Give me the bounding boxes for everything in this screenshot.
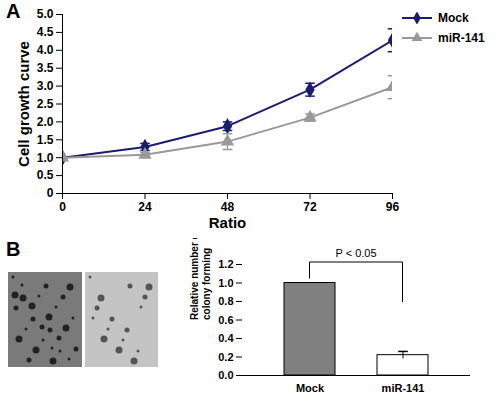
svg-text:0.8: 0.8 <box>218 295 233 307</box>
svg-text:1.2: 1.2 <box>218 258 233 270</box>
html-text:B: B <box>6 238 21 260</box>
svg-text:Cell growth curve: Cell growth curve <box>15 41 32 167</box>
svg-text:miR-141: miR-141 <box>382 382 425 394</box>
svg-text:1.0: 1.0 <box>218 277 233 289</box>
svg-text:24: 24 <box>138 200 152 214</box>
svg-text:0: 0 <box>59 200 66 214</box>
svg-text:Mock: Mock <box>296 382 325 394</box>
svg-text:4.5: 4.5 <box>37 25 54 39</box>
svg-text:3.5: 3.5 <box>37 61 54 75</box>
svg-text:0.0: 0.0 <box>218 369 233 381</box>
svg-text:3.0: 3.0 <box>37 79 54 93</box>
html-text:miR-141: miR-141 <box>438 31 485 45</box>
html-text:A: A <box>6 0 21 22</box>
svg-text:0.5: 0.5 <box>37 168 54 182</box>
svg-text:1.5: 1.5 <box>37 133 54 147</box>
html-text:Mock: Mock <box>438 11 469 25</box>
svg-text:1.0: 1.0 <box>37 151 54 165</box>
svg-text:96: 96 <box>386 200 400 214</box>
svg-text:Relative number of thecolony f: Relative number of thecolony forming <box>189 238 212 320</box>
svg-text:0.6: 0.6 <box>218 314 233 326</box>
svg-text:0.4: 0.4 <box>218 332 234 344</box>
svg-text:P < 0.05: P < 0.05 <box>335 247 376 259</box>
svg-text:48: 48 <box>221 200 235 214</box>
svg-text:4.0: 4.0 <box>37 43 54 57</box>
svg-text:0: 0 <box>47 186 54 200</box>
svg-text:2.0: 2.0 <box>37 115 54 129</box>
svg-text:72: 72 <box>303 200 317 214</box>
svg-text:5.0: 5.0 <box>37 7 54 21</box>
svg-text:Ratio: Ratio <box>209 214 247 231</box>
svg-text:0.2: 0.2 <box>218 351 233 363</box>
svg-text:2.5: 2.5 <box>37 97 54 111</box>
